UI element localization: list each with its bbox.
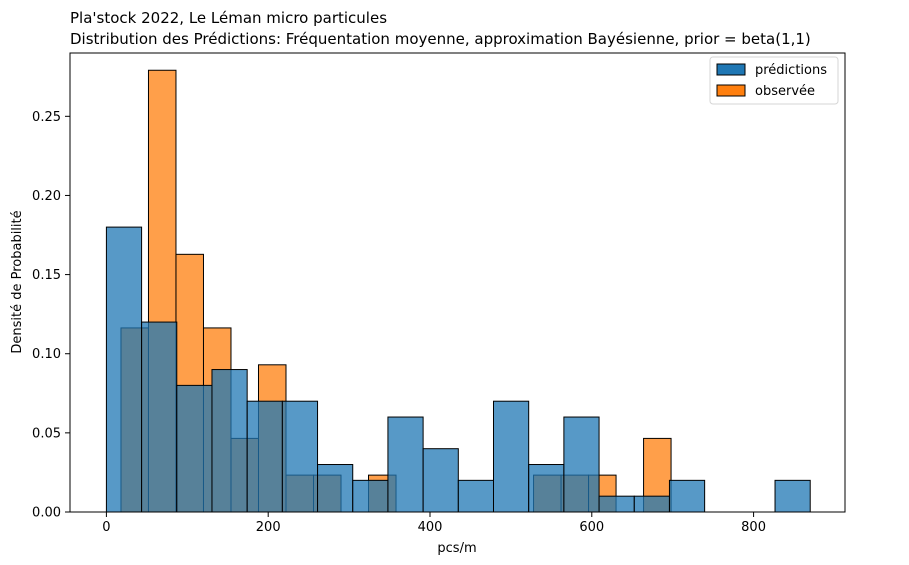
y-axis-label: Densité de Probabilité	[10, 210, 25, 353]
y-tick-label-3: 0.15	[32, 268, 61, 283]
legend-label-predictions: prédictions	[755, 63, 827, 78]
bar-predictions-3	[211, 369, 248, 513]
bar-predictions-1	[141, 321, 178, 513]
plot-frame	[69, 52, 846, 513]
bar-predictions-15	[633, 495, 670, 513]
series-predictions	[105, 226, 811, 513]
x-axis-label: pcs/m	[437, 541, 476, 556]
bar-predictions-8	[387, 416, 424, 513]
bar-predictions-10	[457, 479, 494, 513]
bar-predictions-14	[598, 495, 635, 513]
chart-title: Pla'stock 2022, Le Léman micro particule…	[70, 9, 387, 27]
x-tick-label-4: 800	[741, 520, 766, 535]
legend-swatch-observed	[716, 84, 746, 97]
x-tick-label-3: 600	[579, 520, 604, 535]
bar-predictions-7	[352, 479, 389, 513]
y-tick-label-4: 0.20	[32, 189, 61, 204]
y-tick-label-0: 0.00	[32, 506, 61, 521]
y-tick-label-5: 0.25	[32, 110, 61, 125]
bar-predictions-13	[563, 416, 600, 513]
x-tick-label-0: 0	[102, 520, 110, 535]
chart-subtitle: Distribution des Prédictions: Fréquentat…	[70, 30, 811, 48]
bar-predictions-4	[246, 400, 283, 513]
bar-predictions-6	[317, 464, 354, 513]
bar-predictions-16	[668, 479, 706, 513]
bar-predictions-2	[176, 384, 213, 513]
bar-predictions-11	[492, 400, 530, 513]
legend: prédictions observée	[709, 56, 839, 105]
legend-label-observed: observée	[755, 84, 815, 99]
bar-predictions-12	[528, 464, 565, 513]
y-tick-label-2: 0.10	[32, 347, 61, 362]
legend-swatch-predictions	[716, 63, 746, 76]
x-tick-label-1: 200	[256, 520, 281, 535]
bar-predictions-0	[105, 226, 143, 513]
bar-predictions-9	[422, 448, 459, 513]
x-tick-label-2: 400	[418, 520, 443, 535]
bar-predictions-5	[281, 400, 319, 513]
y-tick-label-1: 0.05	[32, 426, 61, 441]
bar-predictions-17	[774, 479, 811, 513]
